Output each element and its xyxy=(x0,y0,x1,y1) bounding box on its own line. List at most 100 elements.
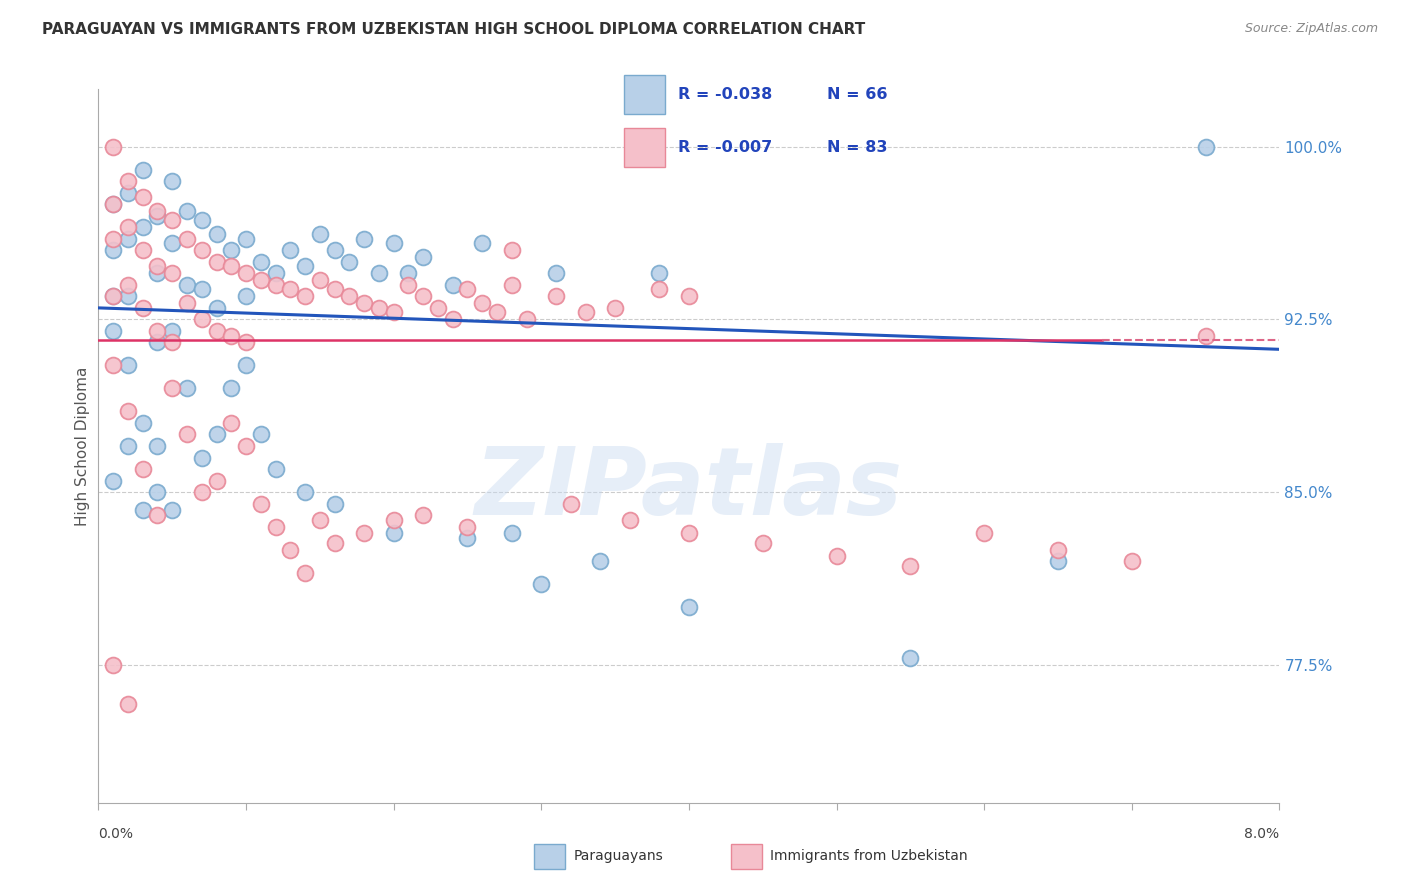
Point xyxy=(1121,554,1143,568)
Point xyxy=(382,513,405,527)
Point xyxy=(191,485,214,500)
Point xyxy=(1194,140,1216,154)
Point xyxy=(648,266,671,280)
Point xyxy=(191,312,214,326)
Point xyxy=(117,186,139,200)
Point xyxy=(235,232,257,246)
Point xyxy=(103,324,125,338)
Point xyxy=(323,244,346,258)
Point xyxy=(132,503,155,517)
Point xyxy=(219,381,242,395)
Point xyxy=(648,283,671,297)
Point xyxy=(146,335,169,350)
Point xyxy=(530,577,553,591)
Point xyxy=(412,250,434,264)
Point xyxy=(396,266,419,280)
Point xyxy=(546,289,568,303)
Point xyxy=(162,174,183,188)
Point xyxy=(471,236,494,251)
Point xyxy=(132,162,155,177)
Point xyxy=(574,305,596,319)
Point xyxy=(176,427,198,442)
Point xyxy=(191,213,214,227)
Point xyxy=(678,289,700,303)
Point xyxy=(560,497,582,511)
Y-axis label: High School Diploma: High School Diploma xyxy=(75,367,90,525)
Point xyxy=(103,359,125,373)
Point xyxy=(501,244,523,258)
Point xyxy=(264,519,287,533)
Point xyxy=(323,535,346,549)
Point xyxy=(117,439,139,453)
Point xyxy=(146,485,169,500)
Point xyxy=(485,305,508,319)
Point xyxy=(132,416,155,430)
Point xyxy=(146,439,169,453)
Point xyxy=(162,381,183,395)
Point xyxy=(117,174,139,188)
Point xyxy=(353,296,375,310)
Point xyxy=(264,462,287,476)
Point xyxy=(546,266,568,280)
Point xyxy=(103,474,125,488)
Point xyxy=(176,277,198,292)
Point xyxy=(501,277,523,292)
Point xyxy=(162,213,183,227)
Point xyxy=(619,513,641,527)
Point xyxy=(412,508,434,522)
Point xyxy=(117,277,139,292)
Point xyxy=(176,204,198,219)
Point xyxy=(117,232,139,246)
Point xyxy=(103,657,125,672)
Point xyxy=(205,474,228,488)
Point xyxy=(205,255,228,269)
Point xyxy=(973,526,995,541)
Point xyxy=(515,312,537,326)
Point xyxy=(250,497,273,511)
Point xyxy=(382,526,405,541)
Point xyxy=(264,266,287,280)
Point xyxy=(367,266,389,280)
Point xyxy=(117,220,139,235)
Point xyxy=(382,236,405,251)
Point xyxy=(294,289,316,303)
Point xyxy=(162,236,183,251)
Point xyxy=(235,266,257,280)
Point xyxy=(294,566,316,580)
Point xyxy=(1194,328,1216,343)
Point xyxy=(191,244,214,258)
Point xyxy=(353,232,375,246)
Point xyxy=(103,232,125,246)
Point xyxy=(103,289,125,303)
Point xyxy=(308,513,332,527)
Point xyxy=(678,526,700,541)
Point xyxy=(146,508,169,522)
Point xyxy=(308,273,332,287)
Point xyxy=(294,260,316,274)
Point xyxy=(235,289,257,303)
Point xyxy=(132,220,155,235)
Point xyxy=(396,277,419,292)
Point xyxy=(278,244,302,258)
Bar xyxy=(624,75,665,114)
Point xyxy=(1046,554,1069,568)
Point xyxy=(219,328,242,343)
Point xyxy=(117,404,139,418)
Text: PARAGUAYAN VS IMMIGRANTS FROM UZBEKISTAN HIGH SCHOOL DIPLOMA CORRELATION CHART: PARAGUAYAN VS IMMIGRANTS FROM UZBEKISTAN… xyxy=(42,22,866,37)
Point xyxy=(751,535,773,549)
Point xyxy=(162,266,183,280)
Point xyxy=(308,227,332,242)
Point xyxy=(176,232,198,246)
Point xyxy=(412,289,434,303)
Text: N = 83: N = 83 xyxy=(827,140,887,155)
Point xyxy=(605,301,627,315)
Text: R = -0.038: R = -0.038 xyxy=(678,87,772,102)
Point xyxy=(353,526,375,541)
Point xyxy=(589,554,612,568)
Point xyxy=(250,427,273,442)
Point xyxy=(146,324,169,338)
Point xyxy=(219,260,242,274)
Point xyxy=(205,301,228,315)
Point xyxy=(117,359,139,373)
Point xyxy=(103,197,125,211)
